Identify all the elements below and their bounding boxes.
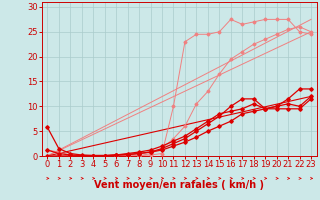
X-axis label: Vent moyen/en rafales ( km/h ): Vent moyen/en rafales ( km/h ): [94, 180, 264, 190]
